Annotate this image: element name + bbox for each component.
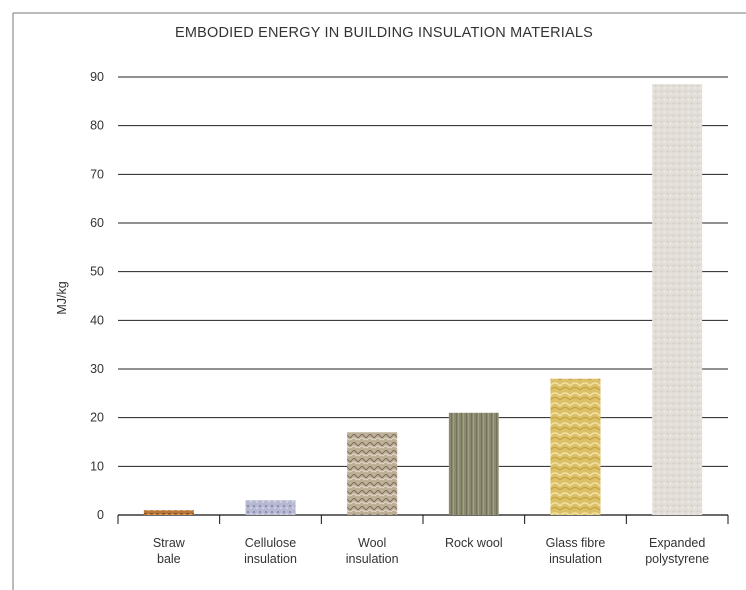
category-label: Wool: [358, 536, 386, 550]
y-tick-label: 30: [90, 362, 104, 376]
y-tick-label: 10: [90, 459, 104, 473]
category-label: Glass fibre: [546, 536, 606, 550]
y-tick-label: 50: [90, 265, 104, 279]
y-axis-label: MJ/kg: [55, 281, 69, 314]
y-tick-label: 40: [90, 313, 104, 327]
category-label: Expanded: [649, 536, 705, 550]
chart-title: EMBODIED ENERGY IN BUILDING INSULATION M…: [175, 25, 593, 41]
y-tick-label: 70: [90, 167, 104, 181]
y-tick-label: 0: [97, 508, 104, 522]
category-label: Rock wool: [445, 536, 503, 550]
y-tick-label: 60: [90, 216, 104, 230]
category-label: insulation: [346, 552, 399, 566]
y-tick-label: 20: [90, 411, 104, 425]
bars: [143, 84, 703, 516]
category-label: Cellulose: [245, 536, 296, 550]
category-labels: Straw bale Cellulose insulation Wool insulati…: [153, 536, 709, 566]
category-label: polystyrene: [645, 552, 709, 566]
category-label: bale: [157, 552, 181, 566]
bar-4: [550, 378, 601, 515]
category-label: insulation: [549, 552, 602, 566]
y-tick-label: 90: [90, 70, 104, 84]
bar-5: [652, 84, 703, 516]
bar-2: [347, 432, 398, 515]
bar-0: [143, 510, 194, 515]
bar-1: [245, 500, 296, 515]
y-tick-label: 80: [90, 119, 104, 133]
bar-3: [448, 412, 499, 515]
category-label: Straw: [153, 536, 186, 550]
category-label: insulation: [244, 552, 297, 566]
gridlines: [117, 76, 729, 524]
y-tick-labels: 0 10 20 30 40 50 60 70 80 90: [90, 70, 104, 522]
